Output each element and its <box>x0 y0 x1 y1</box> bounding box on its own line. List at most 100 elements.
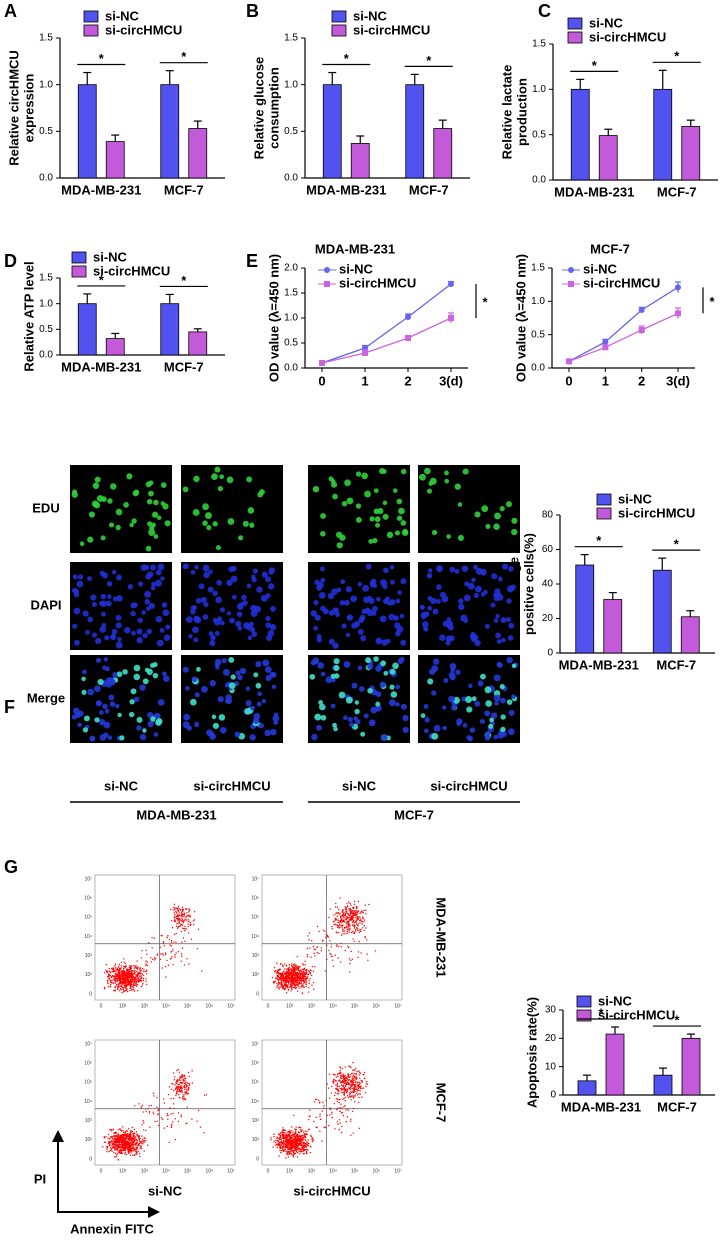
event-dot <box>276 962 277 963</box>
event-dot <box>353 1077 354 1078</box>
event-dot <box>122 1145 123 1146</box>
event-dot <box>282 965 283 966</box>
event-dot <box>162 953 163 954</box>
event-dot <box>307 1149 308 1150</box>
event-dot <box>107 976 108 977</box>
event-dot <box>118 1129 119 1130</box>
cell <box>433 609 439 615</box>
event-dot <box>182 1094 183 1095</box>
event-dot <box>123 1132 124 1133</box>
event-dot <box>339 920 340 921</box>
event-dot <box>348 947 349 948</box>
micrograph <box>70 465 172 553</box>
event-dot <box>295 1148 296 1149</box>
event-dot <box>301 1139 302 1140</box>
flow-x-tick: 10³ <box>141 1003 149 1009</box>
legend-label: si-NC <box>583 261 618 276</box>
event-dot <box>308 991 309 992</box>
event-dot <box>117 1137 118 1138</box>
event-dot <box>128 1139 129 1140</box>
event-dot <box>145 963 146 964</box>
event-dot <box>293 973 294 974</box>
event-dot <box>358 1070 359 1071</box>
event-dot <box>335 919 336 920</box>
event-dot <box>352 915 353 916</box>
event-dot <box>111 977 112 978</box>
panel-label: A <box>4 1 17 21</box>
event-dot <box>313 989 314 990</box>
cell <box>360 635 366 641</box>
cell <box>192 676 198 682</box>
flow-y-tick: 10⁴ <box>251 1099 259 1105</box>
event-dot <box>188 932 189 933</box>
event-dot <box>119 1147 120 1148</box>
event-dot <box>284 973 285 974</box>
flow-x-tick: 10⁴ <box>329 1168 337 1174</box>
cell <box>130 611 135 616</box>
event-dot <box>125 1132 126 1133</box>
event-dot <box>188 1088 189 1089</box>
event-dot <box>136 1131 137 1132</box>
event-dot <box>320 1119 321 1120</box>
event-dot <box>141 957 142 958</box>
event-dot <box>308 1129 309 1130</box>
panel-label: C <box>538 1 551 21</box>
event-dot <box>174 1076 175 1077</box>
event-dot <box>182 907 183 908</box>
event-dot <box>125 1152 126 1153</box>
cell <box>427 678 433 684</box>
event-dot <box>186 1107 187 1108</box>
event-dot <box>347 1089 348 1090</box>
cell <box>92 632 97 637</box>
event-dot <box>300 987 301 988</box>
y-tick-label: 1.5 <box>531 263 545 274</box>
event-dot <box>292 1131 293 1132</box>
event-dot <box>328 937 329 938</box>
event-dot <box>113 969 114 970</box>
cell <box>186 616 193 623</box>
event-dot <box>340 1104 341 1105</box>
event-dot <box>342 1068 343 1069</box>
event-dot <box>286 1135 287 1136</box>
cell <box>485 700 492 707</box>
event-dot <box>136 985 137 986</box>
event-dot <box>357 917 358 918</box>
event-dot <box>345 914 346 915</box>
event-dot <box>175 1139 176 1140</box>
cell <box>494 695 501 702</box>
event-dot <box>360 931 361 932</box>
y-tick-label: 60 <box>542 544 554 555</box>
event-dot <box>338 1080 339 1081</box>
event-dot <box>290 968 291 969</box>
event-dot <box>137 1143 138 1144</box>
event-dot <box>138 1137 139 1138</box>
event-dot <box>121 965 122 966</box>
event-dot <box>365 927 366 928</box>
cell <box>332 494 338 500</box>
event-dot <box>294 985 295 986</box>
event-dot <box>126 1141 127 1142</box>
event-dot <box>174 1079 175 1080</box>
event-dot <box>349 1092 350 1093</box>
event-dot <box>116 977 117 978</box>
cell <box>456 721 461 726</box>
cell <box>226 698 232 704</box>
cell <box>223 669 230 676</box>
cell <box>243 622 250 629</box>
event-dot <box>134 1149 135 1150</box>
event-dot <box>335 913 336 914</box>
event-dot <box>165 976 166 977</box>
event-dot <box>129 1146 130 1147</box>
cell <box>346 586 352 592</box>
x-tick-label: 1 <box>602 373 609 388</box>
event-dot <box>285 1140 286 1141</box>
event-dot <box>123 977 124 978</box>
event-dot <box>121 962 122 963</box>
cell <box>400 640 406 646</box>
event-dot <box>167 1115 168 1116</box>
event-dot <box>296 1136 297 1137</box>
legend-swatch <box>72 252 86 263</box>
event-dot <box>306 1151 307 1152</box>
cell <box>468 684 472 688</box>
event-dot <box>303 1143 304 1144</box>
